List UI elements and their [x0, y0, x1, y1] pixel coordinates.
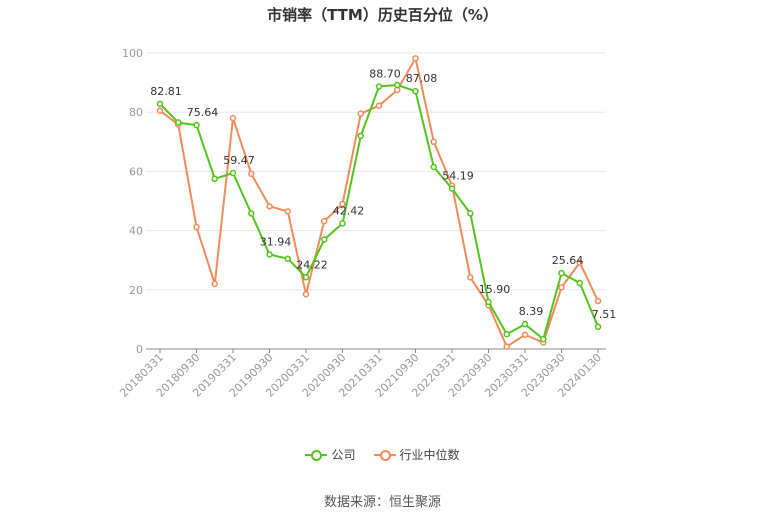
data-point-company	[430, 163, 437, 171]
y-tick-label: 0	[136, 343, 143, 356]
legend-item-company[interactable]: 公司	[305, 446, 356, 463]
data-point-company	[339, 220, 346, 227]
y-tick-label: 80	[129, 106, 143, 119]
data-label: 54.19	[442, 170, 474, 183]
data-point-company	[503, 330, 510, 338]
data-point-company	[485, 298, 492, 306]
data-point-company	[394, 81, 401, 89]
data-point-company	[448, 185, 456, 192]
data-point-industry-median	[156, 107, 164, 114]
series-line-industry-median	[159, 57, 599, 348]
data-point-company	[266, 251, 273, 258]
source-note: 数据来源：恒生聚源	[323, 495, 441, 510]
data-point-industry-median	[558, 284, 565, 291]
data-label: 59.47	[223, 154, 255, 167]
data-point-industry-median	[375, 102, 383, 109]
data-point-company	[248, 210, 255, 217]
legend-item-industry-median[interactable]: 行业中位数	[373, 446, 460, 463]
data-point-industry-median	[394, 86, 401, 94]
data-point-company	[521, 320, 529, 328]
data-point-company	[540, 335, 547, 343]
data-point-company	[467, 210, 474, 217]
data-point-company	[357, 132, 364, 140]
data-label: 7.51	[592, 308, 617, 321]
y-axis: 0 20 40 60 80 100	[122, 47, 143, 356]
data-label: 88.70	[369, 67, 401, 80]
data-point-industry-median	[211, 280, 218, 288]
data-point-industry-median	[467, 274, 474, 281]
data-label: 24.22	[296, 258, 328, 271]
y-tick-label: 100	[122, 47, 143, 60]
y-tick-label: 40	[129, 225, 143, 238]
data-point-company	[156, 100, 164, 108]
y-tick-label: 20	[129, 284, 143, 297]
legend-company-swatch-icon	[305, 449, 328, 461]
legend-industry-swatch-icon	[373, 449, 396, 461]
series-line-company	[159, 84, 599, 341]
data-point-industry-median	[193, 223, 200, 231]
data-point-industry-median	[594, 297, 602, 305]
data-point-industry-median	[339, 200, 346, 208]
data-label: 82.81	[150, 85, 182, 98]
data-point-industry-median	[357, 110, 364, 117]
gridlines	[146, 52, 606, 291]
data-point-company	[229, 169, 237, 177]
data-point-industry-median	[229, 114, 237, 122]
data-label: 8.39	[519, 305, 544, 318]
data-point-company	[302, 274, 310, 281]
data-point-industry-median	[284, 208, 291, 215]
series-lines	[156, 55, 602, 350]
data-labels: 82.81 75.64 59.47 31.94 24.22 42.42 88.70 87.08…	[150, 67, 616, 320]
data-point-industry-median	[521, 331, 529, 339]
data-point-company	[558, 269, 565, 277]
data-point-company	[193, 121, 200, 129]
chart-title: 市销率（TTM）历史百分位（%）	[267, 6, 498, 24]
data-point-industry-median	[503, 343, 510, 350]
data-point-industry-median	[321, 217, 328, 225]
data-point-company	[375, 83, 383, 90]
legend: 公司 行业中位数	[0, 446, 765, 463]
data-point-company	[594, 323, 602, 331]
legend-company-label: 公司	[331, 448, 356, 462]
data-label: 75.64	[187, 106, 219, 119]
data-point-company	[412, 87, 419, 95]
data-point-industry-median	[248, 170, 255, 178]
legend-industry-label: 行业中位数	[399, 448, 460, 462]
data-point-industry-median	[576, 259, 583, 266]
y-tick-label: 60	[129, 165, 143, 178]
data-label: 87.08	[406, 72, 438, 85]
data-point-company	[284, 255, 291, 262]
line-chart: 0 20 40 60 80 100 201803312018093020190331201…	[117, 47, 616, 400]
data-point-industry-median	[412, 55, 419, 62]
data-point-company	[321, 236, 328, 243]
data-label: 15.90	[479, 283, 511, 296]
data-point-company	[211, 175, 218, 183]
data-point-company	[576, 279, 583, 287]
x-axis: 2018033120180930201903312019093020200331…	[117, 348, 606, 400]
data-point-industry-median	[266, 203, 273, 210]
data-point-company	[175, 119, 182, 126]
data-point-industry-median	[430, 138, 437, 146]
data-label: 25.64	[552, 254, 584, 267]
data-label: 31.94	[260, 235, 292, 248]
data-label: 42.42	[333, 204, 365, 217]
data-point-industry-median	[302, 290, 310, 298]
